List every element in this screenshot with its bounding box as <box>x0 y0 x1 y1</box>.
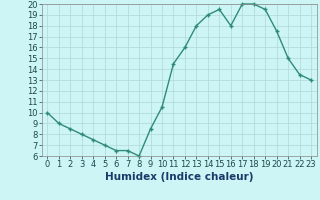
X-axis label: Humidex (Indice chaleur): Humidex (Indice chaleur) <box>105 172 253 182</box>
